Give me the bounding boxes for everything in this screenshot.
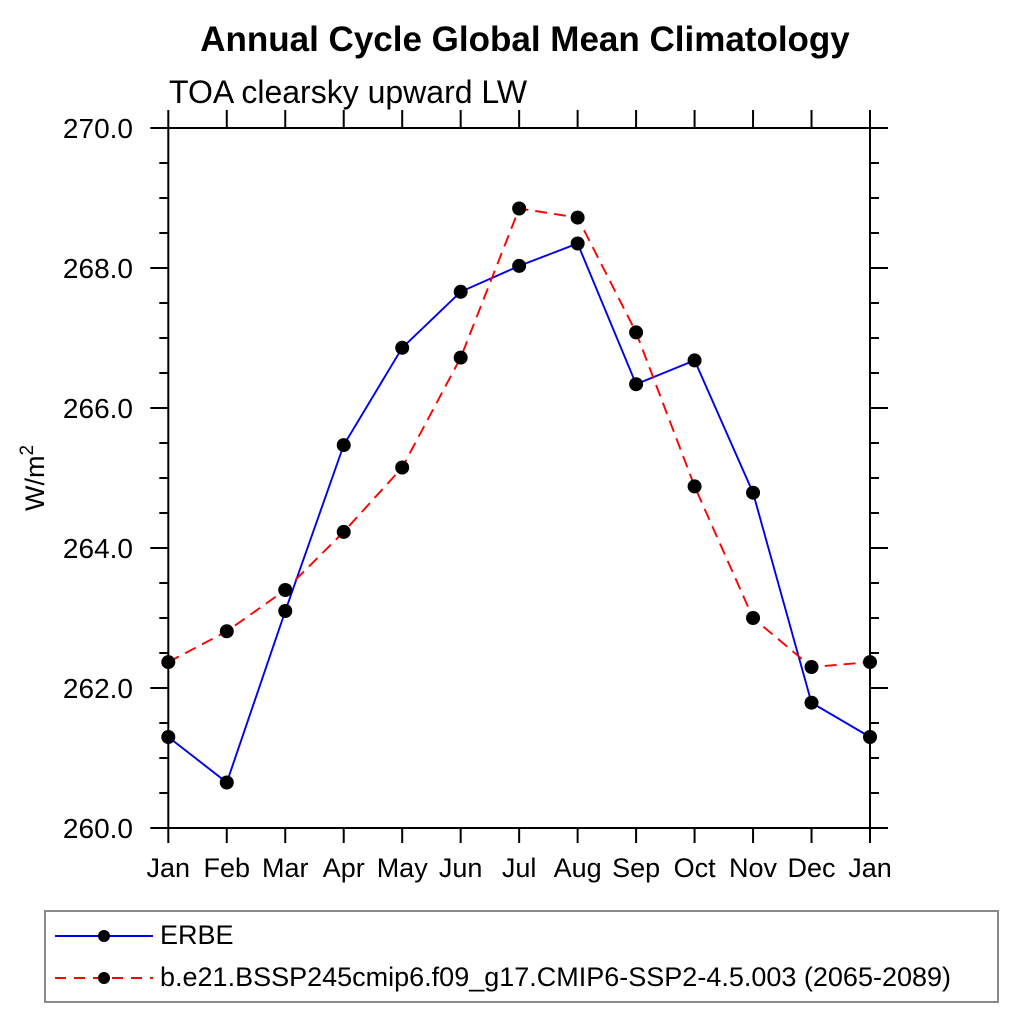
legend-item-erbe: ERBE	[46, 915, 997, 957]
data-point-marker	[570, 210, 585, 225]
y-tick-label: 264.0	[63, 533, 133, 564]
legend-label-model: b.e21.BSSP245cmip6.f09_g17.CMIP6-SSP2-4.…	[160, 962, 952, 992]
data-point-marker	[161, 655, 176, 670]
y-tick-label: 262.0	[63, 673, 133, 704]
data-point-marker	[629, 325, 644, 340]
y-axis-label: W/m2	[17, 445, 50, 511]
x-tick-label: Jun	[439, 853, 483, 883]
legend-sample-line-erbe	[55, 929, 153, 942]
x-tick-label: Jan	[848, 853, 892, 883]
series-line-erbe	[167, 242, 871, 785]
x-tick-label: Dec	[788, 853, 836, 883]
chart-subtitle: TOA clearsky upward LW	[169, 74, 528, 110]
data-point-marker	[453, 284, 468, 299]
x-tick-label: Sep	[612, 853, 660, 883]
x-tick-label: Jan	[147, 853, 191, 883]
data-point-marker	[161, 730, 176, 744]
x-tick-label: Oct	[674, 853, 717, 883]
data-point-marker	[219, 624, 234, 639]
legend-sample-line-model	[55, 971, 153, 984]
data-point-marker	[863, 655, 877, 670]
series-line-model	[167, 207, 871, 668]
x-tick-label: May	[377, 853, 429, 883]
data-point-marker	[219, 775, 234, 790]
legend-label-erbe: ERBE	[160, 920, 234, 950]
legend-item-model: b.e21.BSSP245cmip6.f09_g17.CMIP6-SSP2-4.…	[46, 957, 997, 999]
x-tick-label: Aug	[554, 853, 602, 883]
x-tick-label: Nov	[729, 853, 778, 883]
chart-title: Annual Cycle Global Mean Climatology	[200, 20, 850, 59]
data-point-marker	[570, 236, 585, 251]
x-tick-label: Mar	[262, 853, 309, 883]
data-point-marker	[687, 479, 702, 494]
data-point-marker	[687, 353, 702, 368]
y-tick-label: 260.0	[63, 813, 133, 844]
data-point-marker	[395, 340, 410, 355]
data-point-marker	[512, 258, 527, 273]
data-point-marker	[336, 438, 351, 453]
legend-marker-icon	[98, 971, 110, 984]
data-point-marker	[746, 611, 761, 625]
data-point-marker	[278, 583, 293, 597]
data-point-marker	[629, 377, 644, 392]
x-tick-label: Jul	[502, 853, 537, 883]
x-tick-label: Apr	[323, 853, 365, 883]
y-tick-label: 268.0	[63, 253, 133, 284]
legend: ERBE b.e21.BSSP245cmip6.f09_g17.CMIP6-SS…	[44, 910, 999, 1003]
data-point-marker	[804, 695, 819, 710]
y-tick-label: 266.0	[63, 393, 133, 424]
data-point-marker	[804, 660, 819, 674]
data-point-marker	[746, 485, 761, 500]
data-point-marker	[336, 524, 351, 539]
data-point-marker	[512, 201, 527, 216]
data-point-marker	[278, 604, 293, 618]
data-point-marker	[395, 460, 410, 475]
x-tick-label: Feb	[204, 853, 251, 883]
y-tick-label: 270.0	[63, 113, 133, 144]
data-point-marker	[863, 730, 877, 744]
plot-frame	[167, 127, 872, 829]
data-point-marker	[453, 350, 468, 365]
legend-marker-icon	[98, 929, 110, 942]
